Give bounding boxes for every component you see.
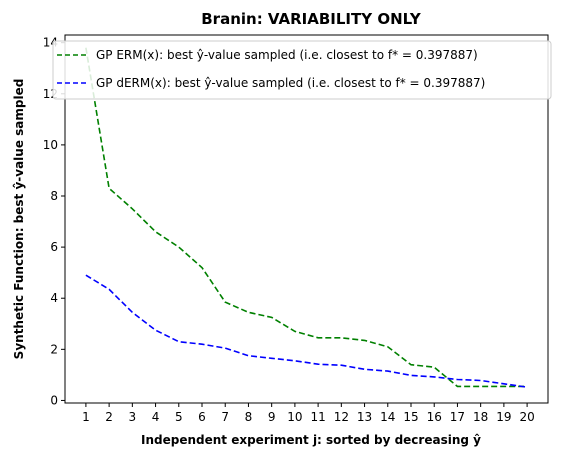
series-layer	[85, 47, 528, 388]
y-tick-label: 8	[50, 189, 58, 203]
x-tick-label: 4	[152, 410, 160, 424]
x-tick-label: 15	[403, 410, 418, 424]
x-tick-label: 12	[334, 410, 349, 424]
legend-box	[52, 40, 552, 100]
x-tick-label: 6	[198, 410, 206, 424]
x-axis-ticks: 1 2 3 4 5 6 7 8 9 10 11 12 13 14 15 16 17 18 19 20	[82, 403, 535, 424]
x-tick-label: 13	[357, 410, 372, 424]
x-tick-label: 18	[473, 410, 488, 424]
y-tick-label: 10	[43, 138, 58, 152]
x-tick-label: 9	[268, 410, 276, 424]
x-tick-label: 7	[221, 410, 229, 424]
x-tick-label: 1	[82, 410, 90, 424]
x-tick-label: 3	[129, 410, 137, 424]
legend-label-derm: GP dERM(x): best ŷ-value sampled (i.e. c…	[96, 76, 485, 90]
x-tick-label: 5	[175, 410, 183, 424]
y-axis-label: Synthetic Function: best ŷ-value sampled	[12, 79, 26, 360]
y-tick-label: 2	[50, 342, 58, 356]
x-tick-label: 16	[427, 410, 442, 424]
x-tick-label: 17	[450, 410, 465, 424]
x-tick-label: 14	[380, 410, 395, 424]
x-axis-label: Independent experiment j: sorted by decr…	[141, 433, 481, 447]
y-tick-label: 6	[50, 240, 58, 254]
x-tick-label: 2	[105, 410, 113, 424]
legend: GP ERM(x): best ŷ-value sampled (i.e. cl…	[52, 40, 552, 100]
x-tick-label: 8	[245, 410, 253, 424]
x-tick-label: 11	[310, 410, 325, 424]
series-line-derm	[85, 274, 528, 388]
x-tick-label: 10	[287, 410, 302, 424]
legend-label-erm: GP ERM(x): best ŷ-value sampled (i.e. cl…	[96, 48, 478, 62]
chart-title: Branin: VARIABILITY ONLY	[201, 10, 422, 28]
series-line-erm	[85, 47, 528, 388]
x-tick-label: 19	[496, 410, 511, 424]
y-tick-label: 4	[50, 291, 58, 305]
x-tick-label: 20	[519, 410, 534, 424]
y-tick-label: 0	[50, 393, 58, 407]
